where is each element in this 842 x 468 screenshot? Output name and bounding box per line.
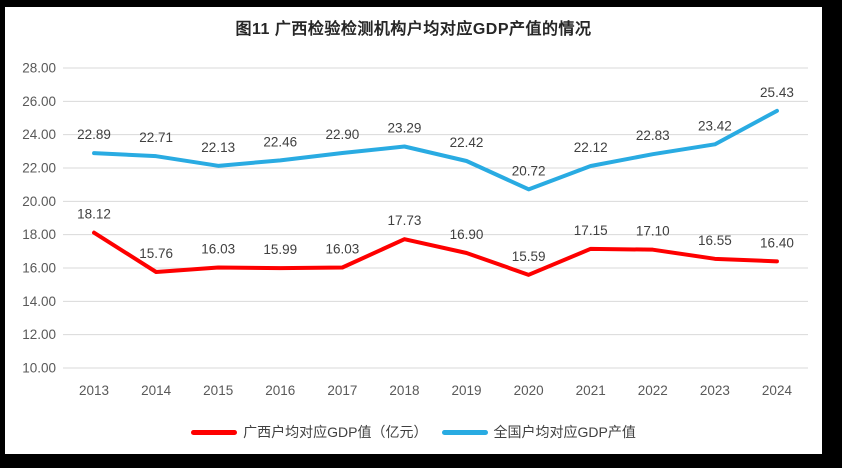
y-axis-tick-label: 18.00 bbox=[22, 227, 56, 242]
y-axis-tick-label: 16.00 bbox=[22, 261, 56, 276]
data-point-label: 15.76 bbox=[139, 246, 173, 261]
chart-panel: 图11 广西检验检测机构户均对应GDP产值的情况 10.00 12.00 14.00… bbox=[5, 7, 822, 454]
y-axis-tick-label: 14.00 bbox=[22, 294, 56, 309]
y-axis-tick-label: 26.00 bbox=[22, 94, 56, 109]
data-point-label: 22.13 bbox=[201, 140, 235, 155]
x-axis-tick-label: 2016 bbox=[265, 383, 295, 398]
chart-title: 图11 广西检验检测机构户均对应GDP产值的情况 bbox=[235, 21, 592, 38]
x-axis-tick-label: 2014 bbox=[141, 383, 172, 398]
series-line-guangxi bbox=[92, 230, 779, 277]
series-line-national bbox=[92, 108, 779, 192]
y-axis-tick-label: 24.00 bbox=[22, 127, 56, 142]
x-axis-tick-label: 2017 bbox=[327, 383, 357, 398]
legend-item-guangxi: 广西户均对应GDP值（亿元） bbox=[191, 422, 428, 442]
data-point-label: 17.73 bbox=[388, 213, 422, 228]
y-axis-tick-label: 12.00 bbox=[22, 327, 56, 342]
x-axis-tick-label: 2018 bbox=[389, 383, 419, 398]
x-axis-tick-label: 2020 bbox=[514, 383, 544, 398]
data-point-label: 16.40 bbox=[760, 235, 794, 250]
y-axis-tick-label: 20.00 bbox=[22, 194, 56, 209]
x-axis-tick-label: 2021 bbox=[576, 383, 606, 398]
x-axis-tick-label: 2013 bbox=[79, 383, 109, 398]
data-point-label: 22.89 bbox=[77, 127, 111, 142]
data-point-label: 22.83 bbox=[636, 128, 670, 143]
y-axis-tick-label: 22.00 bbox=[22, 161, 56, 176]
x-axis-tick-label: 2015 bbox=[203, 383, 233, 398]
data-point-label: 15.99 bbox=[263, 242, 297, 257]
data-point-label: 16.55 bbox=[698, 233, 732, 248]
data-point-label: 23.42 bbox=[698, 118, 732, 133]
legend-item-national: 全国户均对应GDP产值 bbox=[441, 422, 636, 442]
chart-plot-area: 10.00 12.00 14.00 16.00 18.00 20.00 22.00 24.00… bbox=[22, 61, 808, 398]
data-point-label: 22.90 bbox=[325, 127, 359, 142]
data-point-label: 23.29 bbox=[388, 121, 422, 136]
data-point-label: 15.59 bbox=[512, 249, 546, 264]
data-point-label: 25.43 bbox=[760, 85, 794, 100]
chart-legend: 广西户均对应GDP值（亿元） 全国户均对应GDP产值 bbox=[5, 421, 822, 443]
data-point-label: 22.42 bbox=[450, 135, 484, 150]
legend-swatch-blue-line bbox=[441, 429, 488, 435]
data-point-label: 18.12 bbox=[77, 207, 111, 222]
y-axis-tick-label: 10.00 bbox=[22, 361, 56, 376]
data-point-label: 20.72 bbox=[512, 163, 546, 178]
legend-label-national: 全国户均对应GDP产值 bbox=[493, 424, 636, 440]
data-point-label: 16.90 bbox=[450, 227, 484, 242]
data-point-label: 16.03 bbox=[201, 242, 235, 257]
legend-label-guangxi: 广西户均对应GDP值（亿元） bbox=[243, 424, 428, 440]
data-point-label: 22.12 bbox=[574, 140, 608, 155]
data-point-label: 22.71 bbox=[139, 130, 173, 145]
x-axis-tick-label: 2022 bbox=[638, 383, 668, 398]
x-axis-tick-label: 2024 bbox=[762, 383, 793, 398]
legend-swatch-red-line bbox=[191, 429, 238, 435]
data-point-label: 16.03 bbox=[325, 242, 359, 257]
x-axis-tick-label: 2019 bbox=[452, 383, 482, 398]
data-point-label: 17.10 bbox=[636, 224, 670, 239]
data-point-label: 17.15 bbox=[574, 223, 608, 238]
y-axis-tick-label: 28.00 bbox=[22, 61, 56, 76]
x-axis-tick-label: 2023 bbox=[700, 383, 730, 398]
data-point-label: 22.46 bbox=[263, 134, 297, 149]
